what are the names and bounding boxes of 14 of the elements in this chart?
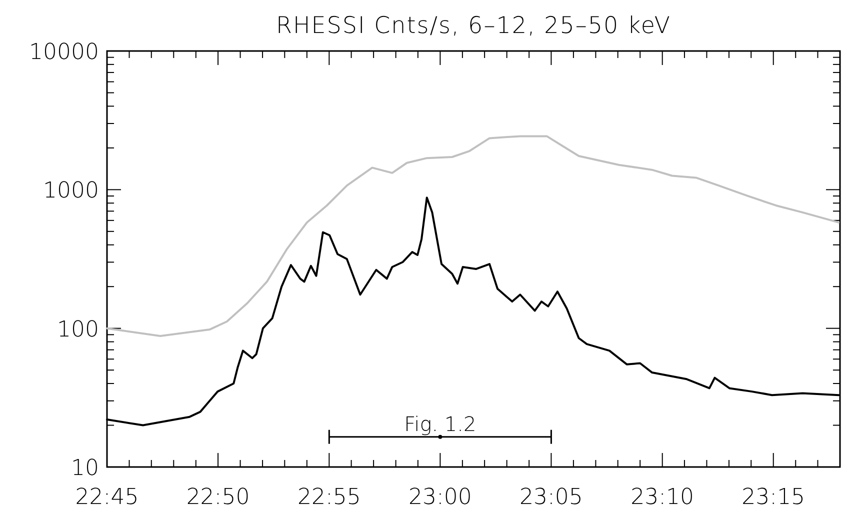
x-tick-label: 23:15 <box>742 485 806 510</box>
y-tick-label: 10 <box>71 456 99 481</box>
x-tick-label: 22:50 <box>186 485 250 510</box>
x-tick-label: 23:10 <box>630 485 694 510</box>
y-tick-label: 10000 <box>29 40 99 65</box>
x-tick-label: 22:55 <box>297 485 361 510</box>
line-series <box>106 135 840 338</box>
x-tick-label: 23:05 <box>519 485 583 510</box>
y-tick-label: 1000 <box>43 178 99 204</box>
y-tick-label: 100 <box>57 317 99 342</box>
chart-title: RHESSI Cnts/s, 6–12, 25–50 keV <box>276 13 672 39</box>
x-tick-label: 22:45 <box>75 485 139 510</box>
annotation: Fig. 1.2 <box>404 412 476 436</box>
x-tick-label: 23:00 <box>408 485 472 510</box>
